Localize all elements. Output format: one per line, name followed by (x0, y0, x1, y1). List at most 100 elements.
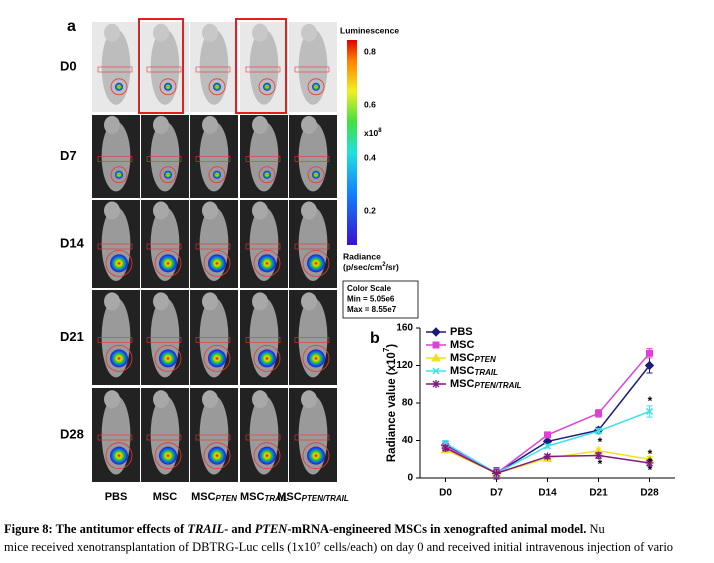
scale-box-text: Max = 8.55e7 (347, 305, 397, 314)
point (432, 380, 440, 388)
significance-mark: * (598, 457, 603, 471)
roi-label (97, 337, 133, 343)
roi-label (195, 66, 231, 73)
text-part: PTEN (216, 494, 238, 503)
row-label: D28 (60, 426, 84, 441)
point (646, 349, 653, 357)
mouse-head (104, 390, 120, 409)
text-part: PBS (105, 491, 128, 503)
text-part: MSC (191, 491, 216, 503)
signal (258, 446, 276, 465)
signal (307, 349, 325, 368)
signal (208, 446, 226, 465)
mouse-head (301, 201, 317, 220)
text-part: MSC (450, 352, 475, 364)
scale-box (342, 280, 419, 319)
signal (208, 254, 226, 273)
signal (258, 349, 276, 368)
signal (159, 254, 177, 273)
roi-label (97, 434, 133, 441)
column-label: MSCPTEN/TRAIL (277, 491, 349, 503)
signal (312, 82, 320, 91)
text-part: MSC (240, 491, 265, 503)
x-tick-label: D7 (490, 488, 503, 499)
row-label: D14 (60, 235, 85, 250)
point (644, 360, 655, 371)
point (594, 427, 603, 435)
signal (164, 82, 172, 91)
point (492, 469, 501, 478)
roi (105, 249, 133, 277)
signal (159, 446, 177, 465)
roi (203, 442, 231, 470)
signal (164, 170, 172, 179)
signal (213, 170, 221, 179)
caption-part: PTEN (254, 522, 288, 536)
y-tick-label: 0 (407, 473, 413, 484)
legend-label: PBS (450, 326, 473, 338)
x-tick-label: D21 (589, 488, 608, 499)
roi (208, 166, 226, 184)
scale-unit: x108 (364, 128, 382, 139)
roi (208, 78, 226, 96)
x-tick-label: D28 (640, 488, 659, 499)
signal (110, 446, 128, 465)
signal (312, 170, 320, 179)
roi-label (245, 337, 281, 343)
point (543, 452, 552, 461)
scale-tick-label: 0.2 (364, 205, 376, 215)
scale-radiance-unit: (p/sec/cm2/sr) (343, 262, 399, 273)
mouse-head (301, 115, 317, 134)
text-part: PBS (450, 326, 473, 338)
roi (203, 249, 231, 277)
roi-label (294, 337, 330, 343)
roi (154, 344, 182, 372)
roi (203, 344, 231, 372)
scale-title: Luminescence (340, 25, 399, 35)
text-part: MSC (450, 365, 475, 377)
roi-label (294, 66, 330, 73)
roi (258, 166, 276, 184)
scale-tick-label: 0.4 (364, 152, 376, 162)
roi (253, 249, 281, 277)
significance-mark: * (648, 463, 653, 477)
text-part: MSC (450, 378, 475, 390)
y-tick-label: 160 (396, 323, 413, 334)
roi (302, 249, 330, 277)
point (431, 352, 441, 362)
row-label: D0 (60, 58, 77, 73)
mouse-head (252, 292, 268, 311)
point (543, 442, 552, 450)
mouse-head (104, 292, 120, 311)
mouse-head (301, 292, 317, 311)
text-part: PTEN/TRAIL (302, 494, 349, 503)
row-label: D7 (60, 148, 77, 163)
signal (307, 446, 325, 465)
legend-label: MSC (450, 339, 475, 351)
roi (159, 78, 177, 96)
roi-label (195, 434, 231, 441)
point (431, 327, 441, 337)
signal (159, 349, 177, 368)
text-part: 7 (382, 347, 391, 352)
caption-part: Nu (586, 522, 605, 536)
roi-label (245, 156, 281, 162)
mouse-head (153, 115, 169, 134)
column-label: MSCTRAIL (240, 491, 288, 503)
roi-label (294, 434, 330, 441)
signal (263, 82, 271, 91)
text-part: MSC (450, 339, 475, 351)
legend-label: MSCTRAIL (450, 365, 498, 377)
highlight-box (235, 18, 287, 114)
roi (258, 78, 276, 96)
y-tick-label: 120 (396, 360, 413, 371)
roi-label (97, 66, 133, 73)
signal (110, 254, 128, 273)
mouse-head (252, 390, 268, 409)
legend-label: MSCPTEN/TRAIL (450, 378, 522, 390)
roi (154, 249, 182, 277)
mouse-head (153, 390, 169, 409)
signal (263, 170, 271, 179)
